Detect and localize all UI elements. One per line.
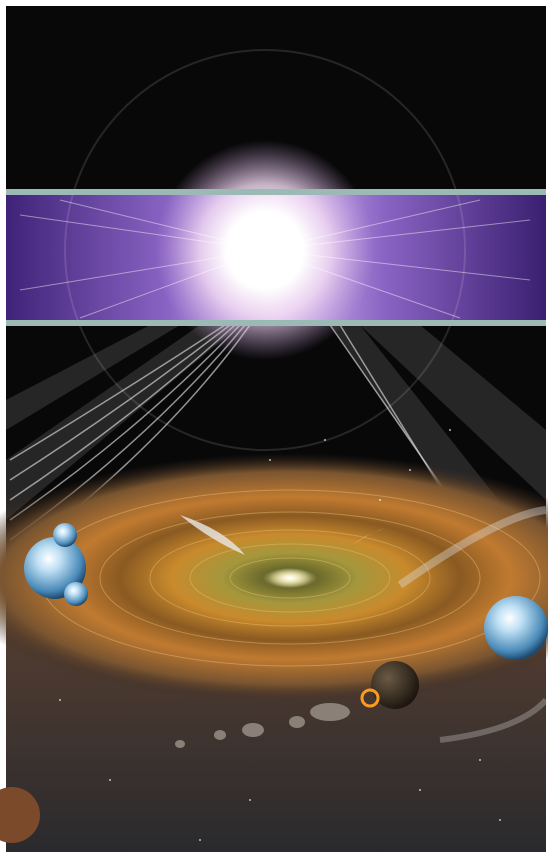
rays: [19, 199, 531, 319]
impact: [360, 688, 380, 708]
star: [268, 568, 312, 588]
comet: [180, 515, 245, 555]
sphere: [53, 523, 77, 547]
halo: [64, 49, 466, 451]
planet: [0, 787, 40, 843]
orbit: [397, 506, 547, 589]
sphere: [64, 582, 88, 606]
planet: [371, 661, 419, 709]
band-edge: [6, 189, 546, 195]
sphere: [484, 596, 548, 660]
asteroids: [175, 703, 350, 748]
band-edge: [6, 320, 546, 326]
orbit: [439, 697, 548, 743]
stars: [59, 429, 501, 841]
